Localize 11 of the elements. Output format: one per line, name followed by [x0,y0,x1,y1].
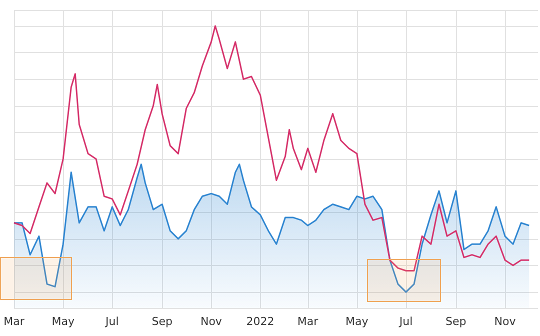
x-tick-label: May [52,315,75,328]
x-tick-label: Nov [494,315,516,328]
x-tick-label: Mar [297,315,319,328]
x-tick-label: Jul [398,315,413,328]
x-tick-label: Jul [104,315,119,328]
x-tick-label: 2022 [246,315,274,328]
x-tick-label: May [346,315,369,328]
x-tick-label: Sep [446,315,466,328]
x-tick-label: Mar [4,315,25,328]
x-tick-label: Sep [152,315,172,328]
x-tick-label: Nov [200,315,222,328]
